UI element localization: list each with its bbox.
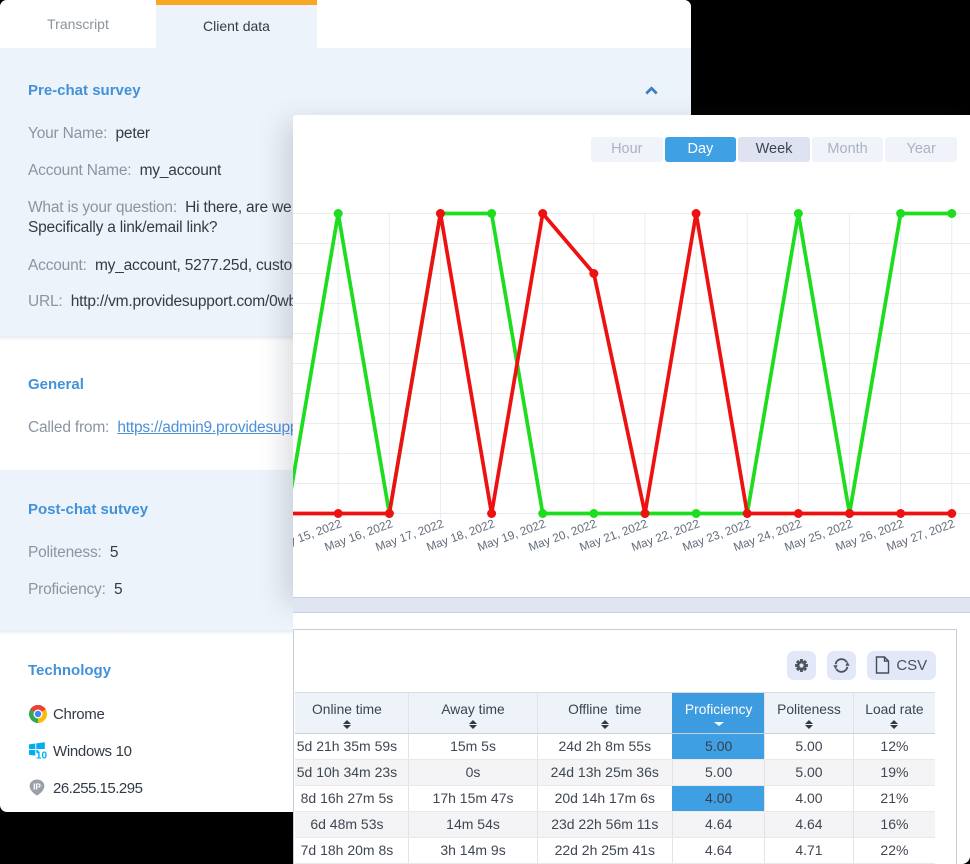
svg-text:IP: IP xyxy=(33,782,41,791)
svg-text:10: 10 xyxy=(36,750,47,759)
